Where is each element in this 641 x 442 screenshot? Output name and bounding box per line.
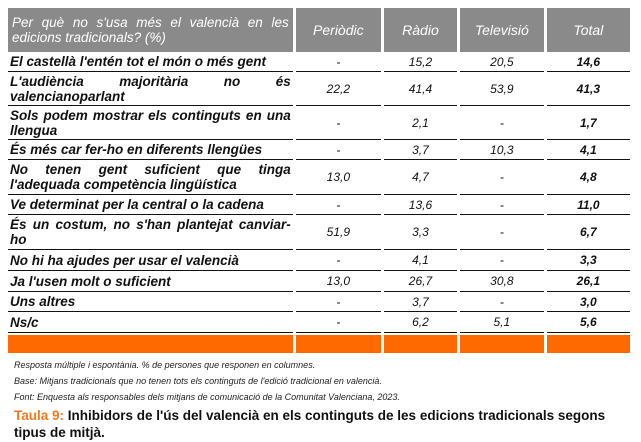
cell-value: 15,2 (383, 52, 457, 72)
cell-value: - (295, 140, 381, 160)
cell-value: 26,7 (383, 271, 457, 292)
row-label: Ns/c (8, 312, 293, 333)
cell-value: 3,7 (383, 140, 457, 160)
row-label: Ja l'usen molt o suficient (8, 271, 293, 292)
cell-value: 41,3 (546, 72, 630, 106)
cell-value: 4,8 (546, 160, 630, 195)
cell-value: - (459, 195, 544, 215)
table-row: El castellà l'entén tot el món o més gen… (8, 52, 630, 72)
row-label: Sols podem mostrar els continguts en una… (8, 106, 293, 140)
row-label: Ve determinat per la central o la cadena (8, 195, 293, 215)
cell-value: 51,9 (295, 215, 381, 250)
row-label: El castellà l'entén tot el món o més gen… (8, 52, 293, 72)
cell-value: 14,6 (546, 52, 630, 72)
cell-value: - (295, 52, 381, 72)
cell-value: 2,1 (383, 106, 457, 140)
cell-value: - (459, 292, 544, 312)
row-label: No tenen gent suficient que tinga l'adeq… (8, 160, 293, 195)
table-row: No hi ha ajudes per usar el valencià -4,1… (8, 250, 630, 271)
cell-value: 3,3 (383, 215, 457, 250)
cell-value: 4,7 (383, 160, 457, 195)
cell-value: 3,7 (383, 292, 457, 312)
cell-value: 4,1 (546, 140, 630, 160)
row-label: No hi ha ajudes per usar el valencià (8, 250, 293, 271)
note-base: Base: Mitjans tradicionals que no tenen … (14, 376, 382, 386)
cell-value: - (295, 106, 381, 140)
cell-value: 5,1 (459, 312, 544, 333)
cell-value: - (295, 312, 381, 333)
table-row: És un costum, no s'han plantejat canviar… (8, 215, 630, 250)
header-televisio: Televisió (459, 8, 544, 52)
cell-value: 26,1 (546, 271, 630, 292)
row-label: És un costum, no s'han plantejat canviar… (8, 215, 293, 250)
table-row: Ve determinat per la central o la cadena… (8, 195, 630, 215)
table-row: Sols podem mostrar els continguts en una… (8, 106, 630, 140)
cell-value: 10,3 (459, 140, 544, 160)
header-question: Per què no s'usa més el valencià en les … (8, 8, 293, 52)
cell-value: - (459, 215, 544, 250)
cell-value: 13,6 (383, 195, 457, 215)
cell-value: - (459, 250, 544, 271)
table-row: Ja l'usen molt o suficient 13,0 26,7 30,8 26… (8, 271, 630, 292)
orange-footer-bar (8, 333, 630, 353)
table-row: No tenen gent suficient que tinga l'adeq… (8, 160, 630, 195)
cell-value: - (459, 106, 544, 140)
table-caption: Taula 9: Inhibidors de l'ús del valencià… (14, 407, 634, 441)
row-label: L'audiència majoritària no és valenciano… (8, 72, 293, 106)
row-label: Uns altres (8, 292, 293, 312)
header-total: Total (546, 8, 630, 52)
caption-text: Inhibidors de l'ús del valencià en els c… (14, 408, 606, 440)
cell-value: 20,5 (459, 52, 544, 72)
cell-value: 1,7 (546, 106, 630, 140)
cell-value: 3,0 (546, 292, 630, 312)
table-row: Uns altres -3,7-3,0 (8, 292, 630, 312)
cell-value: 13,0 (295, 160, 381, 195)
cell-value: - (295, 250, 381, 271)
cell-value: - (295, 292, 381, 312)
cell-value: 5,6 (546, 312, 630, 333)
caption-number: Taula 9: (14, 408, 65, 423)
cell-value: 30,8 (459, 271, 544, 292)
header-periodic: Periòdic (295, 8, 381, 52)
cell-value: 6,7 (546, 215, 630, 250)
cell-value: 4,1 (383, 250, 457, 271)
table-row: Ns/c -6,2 5,1 5,6 (8, 312, 630, 333)
cell-value: 41,4 (383, 72, 457, 106)
footer-cell (546, 333, 630, 353)
cell-value: 11,0 (546, 195, 630, 215)
table-row: L'audiència majoritària no és valenciano… (8, 72, 630, 106)
cell-value: - (295, 195, 381, 215)
footer-cell (383, 333, 457, 353)
row-label: És més car fer-ho en diferents llengües (8, 140, 293, 160)
header-radio: Ràdio (383, 8, 457, 52)
table-row: És més car fer-ho en diferents llengües -… (8, 140, 630, 160)
footer-cell (295, 333, 381, 353)
note-source: Font: Enquesta als responsables dels mit… (14, 392, 400, 402)
cell-value: - (459, 160, 544, 195)
cell-value: 6,2 (383, 312, 457, 333)
cell-value: 53,9 (459, 72, 544, 106)
cell-value: 22,2 (295, 72, 381, 106)
footer-cell (459, 333, 544, 353)
cell-value: 3,3 (546, 250, 630, 271)
cell-value: 13,0 (295, 271, 381, 292)
data-table: Per què no s'usa més el valencià en les … (5, 8, 633, 353)
footer-cell (8, 333, 293, 353)
note-response: Resposta múltiple i espontània. % de per… (14, 360, 316, 370)
